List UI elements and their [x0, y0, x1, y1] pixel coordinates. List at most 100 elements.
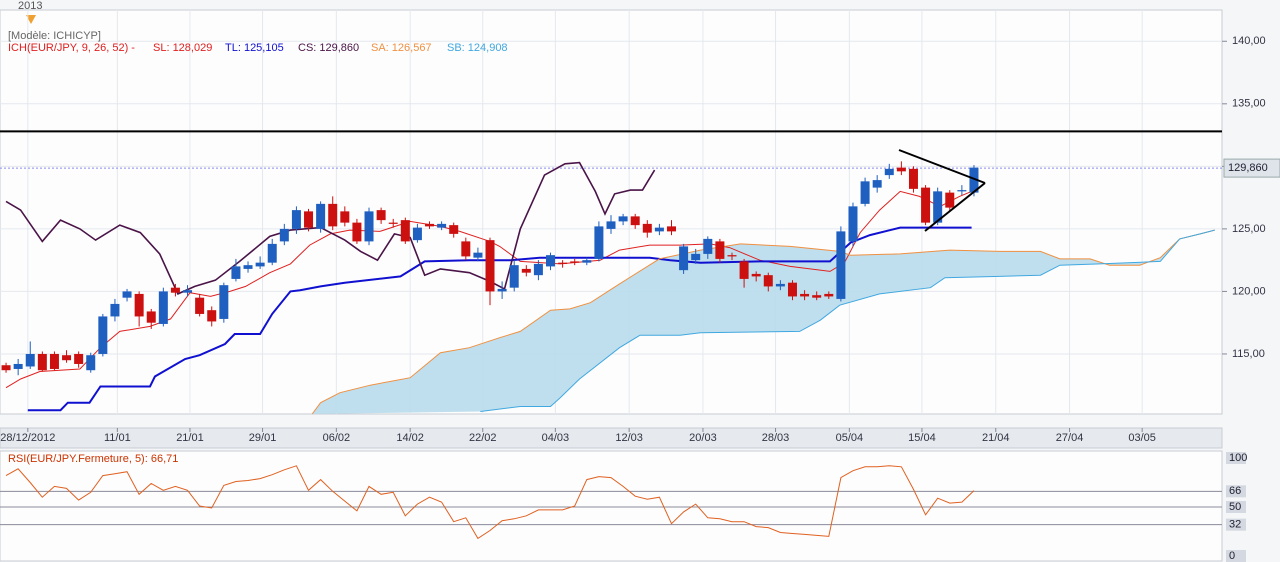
price-label: 129,860: [1228, 162, 1268, 174]
candle-body: [509, 265, 519, 288]
y-tick-label: 0: [1229, 550, 1235, 562]
candle-body: [800, 293, 810, 297]
rsi-line: [5, 465, 975, 540]
y-tick-label: 32: [1229, 519, 1241, 531]
y-tick-label: 135,00: [1232, 98, 1266, 110]
model-label: [Modèle: ICHICYP]: [8, 30, 101, 42]
candle-body: [412, 227, 422, 241]
candle-body: [231, 266, 241, 279]
triangle-line: [898, 149, 986, 184]
candle-body: [425, 223, 435, 227]
candle-body: [1, 365, 11, 371]
candle-body: [255, 262, 265, 267]
candle-body: [666, 226, 676, 232]
x-axis-bar: [0, 427, 1223, 449]
candle-body: [86, 355, 96, 371]
candle-body: [304, 211, 314, 228]
x-tick-label: 14/02: [396, 432, 424, 444]
candle-body: [195, 297, 205, 314]
candle-body: [449, 225, 459, 234]
candle-body: [654, 227, 664, 232]
candle-body: [691, 253, 701, 261]
candle-body: [388, 222, 398, 224]
y-tick-box: [1226, 452, 1246, 464]
x-tick-label: 04/03: [542, 432, 570, 444]
candle-body: [715, 241, 725, 259]
candle-body: [267, 243, 277, 263]
y-tick-box: [1226, 518, 1246, 531]
legend-entry: TL: 125,105: [225, 42, 284, 54]
x-tick-label: 21/01: [176, 432, 204, 444]
rsi-title: RSI(EUR/JPY.Fermeture, 5): 66,71: [8, 453, 178, 465]
x-tick-label: 20/03: [689, 432, 717, 444]
candle-body: [364, 211, 374, 242]
y-tick-label: 100: [1229, 452, 1247, 464]
candle-body: [98, 316, 108, 354]
x-tick-label: 22/02: [469, 432, 497, 444]
candle-body: [74, 353, 84, 364]
rsi-pane: [0, 450, 1223, 562]
legend-entry: SL: 128,029: [153, 42, 212, 54]
candle-body: [763, 275, 773, 287]
y-tick-label: 115,00: [1232, 348, 1265, 360]
candle-body: [618, 216, 628, 222]
candle-body: [703, 238, 713, 254]
x-tick-label: 29/01: [249, 432, 277, 444]
x-tick-label: 05/04: [836, 432, 864, 444]
candle-body: [812, 295, 822, 298]
candle-body: [521, 268, 531, 273]
candle-body: [170, 287, 180, 293]
legend-entry: CS: 129,860: [298, 42, 359, 54]
candle-body: [37, 353, 47, 371]
candle-body: [945, 192, 955, 208]
x-tick-label: 03/05: [1128, 432, 1156, 444]
y-tick-label: 50: [1229, 501, 1241, 513]
ichimoku-cloud: [312, 230, 1215, 414]
candle-body: [969, 167, 979, 193]
candle-body: [110, 303, 120, 317]
candle-body: [727, 255, 737, 257]
candle-body: [679, 246, 689, 271]
candle-body: [243, 265, 253, 269]
candle-body: [533, 263, 543, 276]
candle-body: [582, 260, 592, 263]
candle-body: [594, 226, 604, 259]
triangle-line: [924, 182, 986, 232]
candle-body: [146, 311, 156, 323]
indicator-line: [311, 229, 1215, 415]
candle-body: [62, 355, 72, 361]
candle-body: [376, 210, 386, 221]
candle-body: [400, 220, 410, 242]
candle-body: [921, 187, 931, 223]
candle-body: [933, 191, 943, 223]
candle-body: [49, 353, 59, 369]
y-tick-label: 120,00: [1232, 285, 1266, 297]
candle-body: [279, 228, 289, 242]
x-tick-label: 12/03: [615, 432, 643, 444]
y-tick-box: [1226, 501, 1246, 513]
candle-body: [183, 290, 193, 293]
candle-body: [328, 203, 338, 227]
year-marker: [26, 15, 36, 24]
candle-body: [558, 262, 568, 264]
candle-body: [497, 288, 507, 292]
candle-body: [848, 206, 858, 242]
indicator-line: [5, 161, 656, 295]
candle-body: [739, 261, 749, 279]
candle-body: [461, 241, 471, 257]
candle-body: [122, 291, 132, 298]
candle-body: [896, 167, 906, 172]
indicator-line: [27, 226, 972, 412]
candle-body: [134, 293, 144, 317]
candle-body: [158, 291, 168, 324]
x-tick-label: 28/12/2012: [0, 432, 55, 444]
candle-body: [957, 190, 967, 192]
candle-body: [787, 282, 797, 297]
candle-body: [884, 168, 894, 176]
x-tick-label: 28/03: [762, 432, 790, 444]
price-box: [1223, 158, 1280, 178]
y-tick-label: 140,00: [1232, 35, 1266, 47]
candle-body: [642, 223, 652, 233]
